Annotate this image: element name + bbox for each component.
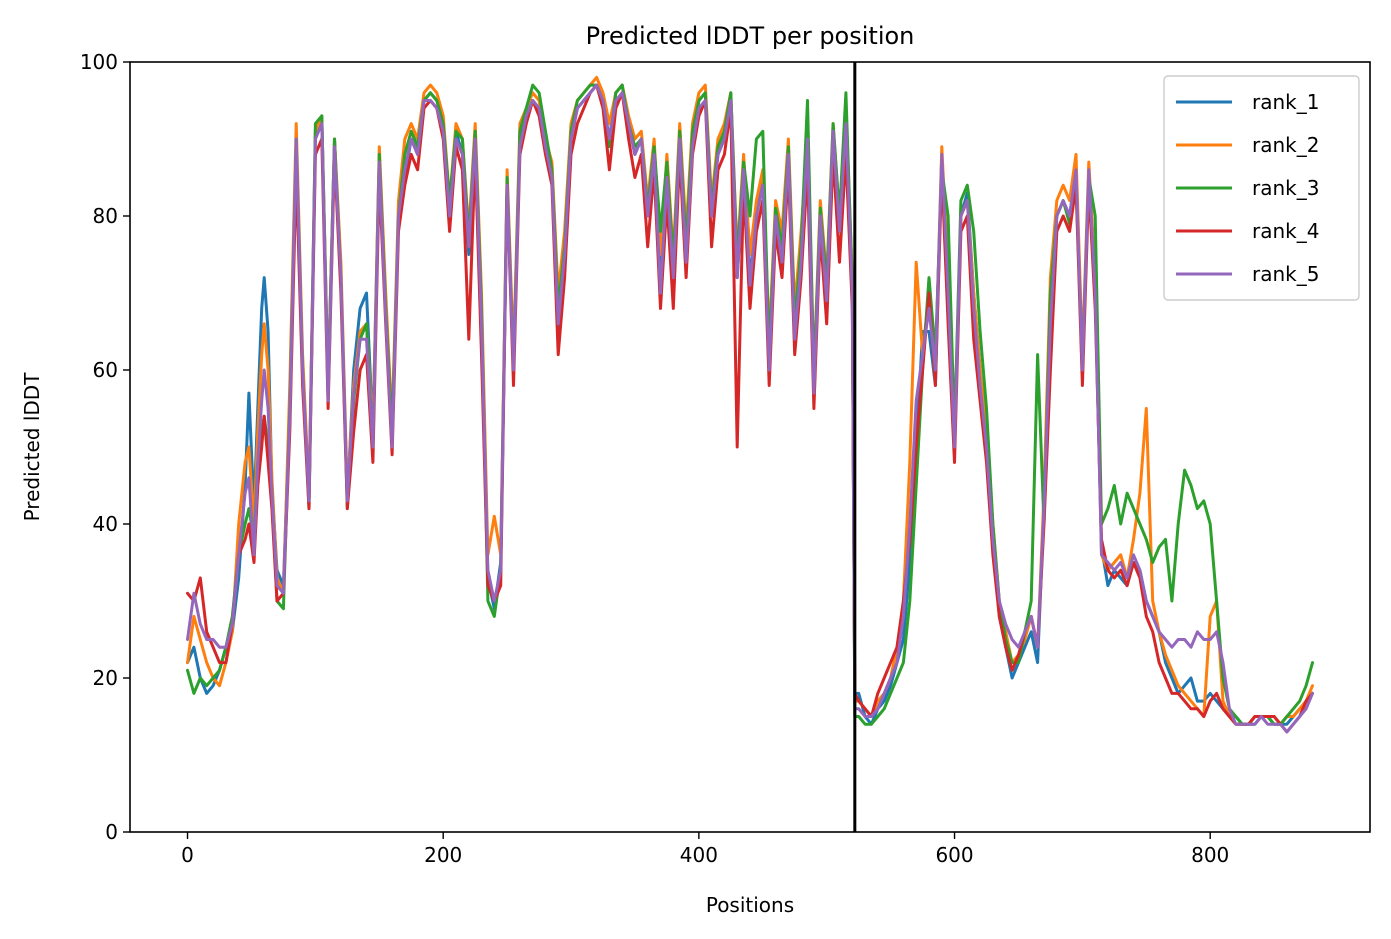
series-line-rank_2 — [186, 75, 1314, 726]
x-tick-label: 0 — [181, 843, 194, 867]
y-tick-label: 100 — [80, 50, 118, 74]
x-tick-label: 400 — [680, 843, 718, 867]
legend: rank_1 rank_2 rank_3 rank_4 rank_5 — [1163, 75, 1360, 301]
y-axis: 0 20 40 60 80 100 — [80, 50, 130, 844]
series-line-rank_5 — [186, 83, 1314, 734]
legend-label-rank_5: rank_5 — [1252, 262, 1319, 286]
legend-label-rank_3: rank_3 — [1252, 176, 1319, 200]
y-tick-label: 20 — [93, 666, 118, 690]
x-tick-label: 600 — [935, 843, 973, 867]
plot-frame — [129, 61, 1371, 833]
legend-label-rank_4: rank_4 — [1252, 219, 1319, 243]
y-tick-label: 0 — [105, 820, 118, 844]
y-tick-label: 80 — [93, 204, 118, 228]
y-tick-label: 40 — [93, 512, 118, 536]
x-tick-label: 800 — [1191, 843, 1229, 867]
x-axis-title: Positions — [706, 893, 794, 917]
series-layer — [186, 75, 1314, 734]
x-tick-label: 200 — [424, 843, 462, 867]
y-axis-title: Predicted lDDT — [20, 372, 44, 522]
chart-title: Predicted lDDT per position — [586, 22, 915, 50]
legend-box — [1163, 75, 1360, 301]
legend-label-rank_2: rank_2 — [1252, 133, 1319, 157]
y-tick-label: 60 — [93, 358, 118, 382]
legend-label-rank_1: rank_1 — [1252, 90, 1319, 114]
x-axis: 0 200 400 600 800 — [181, 832, 1229, 867]
